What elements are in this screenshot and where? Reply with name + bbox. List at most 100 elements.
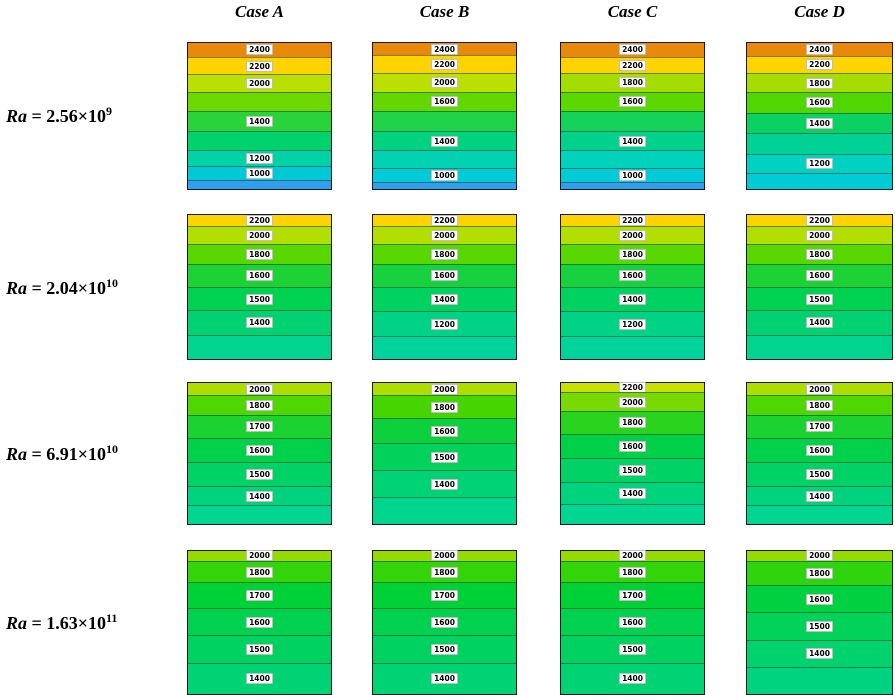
- contour-band: 2400: [561, 43, 704, 57]
- contour-label: 1800: [246, 400, 273, 412]
- contour-label: 1600: [806, 444, 833, 456]
- contour-panel-row1-case-b: 2400 2200 2000 1600 1400 1000: [372, 42, 517, 190]
- contour-band: [747, 133, 892, 154]
- contour-band: 1600: [188, 437, 331, 462]
- contour-band: 2000: [561, 550, 704, 562]
- contour-label: 1200: [806, 158, 833, 170]
- column-header-case-a: Case A: [235, 2, 284, 21]
- contour-label: 1700: [246, 590, 273, 602]
- contour-band: 1500: [561, 635, 704, 663]
- contour-band: 1800: [373, 560, 516, 583]
- contour-band: [561, 150, 704, 168]
- contour-band: 1400: [747, 485, 892, 506]
- contour-band: 1400: [188, 310, 331, 335]
- contour-band: 1500: [188, 635, 331, 663]
- contour-panel-row1-case-d: 2400 2200 1800 1600 1400 1200: [746, 42, 893, 190]
- ra-value: = 2.56×10: [27, 106, 107, 126]
- contour-label: 1600: [806, 593, 833, 605]
- contour-label: 1400: [431, 478, 458, 490]
- contour-label: 1700: [806, 421, 833, 433]
- contour-label: 2200: [246, 215, 273, 227]
- contour-label: 1600: [806, 97, 833, 109]
- contour-band: [373, 335, 516, 359]
- contour-label: 2200: [246, 60, 273, 72]
- contour-label: 1400: [806, 648, 833, 660]
- contour-band: 2000: [188, 383, 331, 396]
- contour-band: 2200: [188, 215, 331, 227]
- contour-band: 2200: [373, 55, 516, 73]
- contour-band: 1400: [561, 287, 704, 312]
- contour-band: 1200: [373, 311, 516, 336]
- contour-label: 1400: [431, 294, 458, 306]
- contour-band: [373, 182, 516, 189]
- contour-label: 1400: [806, 490, 833, 502]
- contour-band: 1500: [747, 287, 892, 311]
- contour-band: 1400: [373, 287, 516, 312]
- contour-label: 1000: [431, 170, 458, 182]
- contour-label: 1400: [246, 116, 273, 128]
- contour-band: 1600: [561, 263, 704, 287]
- contour-label: 2000: [246, 383, 273, 395]
- contour-label: 1200: [431, 318, 458, 330]
- contour-label: 2000: [431, 77, 458, 89]
- contour-band: 1800: [561, 411, 704, 434]
- contour-band: 1700: [188, 415, 331, 438]
- contour-label: 1500: [806, 468, 833, 480]
- contour-label: 2200: [806, 215, 833, 227]
- contour-band: 2200: [747, 55, 892, 74]
- contour-label: 1400: [619, 487, 646, 499]
- ra-exponent: 10: [106, 442, 119, 456]
- contour-band: [373, 150, 516, 168]
- contour-panel-row3-case-c: 2200 2000 1800 1600 1500 1400: [560, 382, 705, 525]
- contour-panel-row4-case-c: 2000 1800 1700 1600 1500 1400: [560, 550, 705, 695]
- column-header-case-c: Case C: [607, 2, 658, 21]
- contour-label: 2400: [806, 43, 833, 55]
- contour-band: [188, 91, 331, 111]
- contour-label: 2000: [431, 229, 458, 241]
- contour-label: 1600: [431, 616, 458, 628]
- contour-label: 2000: [619, 396, 646, 408]
- contour-band: 2200: [561, 215, 704, 227]
- contour-label: 1500: [619, 644, 646, 656]
- contour-band: 1500: [373, 443, 516, 471]
- contour-band: [561, 504, 704, 524]
- contour-band: [188, 334, 331, 359]
- contour-label: 1700: [431, 590, 458, 602]
- contour-panel-row3-case-a: 2000 1800 1700 1600 1500 1400: [187, 382, 332, 525]
- contour-band: [561, 110, 704, 132]
- contour-label: 1800: [431, 248, 458, 260]
- column-header-case-b: Case B: [419, 2, 470, 21]
- row-label-ra-1: Ra = 2.56×109: [6, 104, 182, 127]
- contour-band: 1600: [373, 608, 516, 636]
- contour-band: 2000: [373, 226, 516, 244]
- contour-label: 1400: [619, 135, 646, 147]
- contour-band: 1800: [188, 560, 331, 583]
- contour-label: 1700: [246, 421, 273, 433]
- contour-label: 1800: [806, 77, 833, 89]
- contour-label: 1800: [806, 248, 833, 260]
- contour-band: 1600: [747, 263, 892, 287]
- ra-symbol: Ra: [6, 613, 28, 633]
- contour-band: 2200: [747, 215, 892, 227]
- contour-label: 2000: [619, 229, 646, 241]
- contour-band: 1800: [373, 395, 516, 418]
- contour-label: 1800: [431, 401, 458, 413]
- contour-panel-row2-case-d: 2200 2000 1800 1600 1500 1400: [746, 214, 893, 360]
- contour-band: [373, 497, 516, 525]
- contour-band: 1500: [747, 461, 892, 486]
- contour-label: 1800: [619, 77, 646, 89]
- contour-label: 2000: [246, 78, 273, 90]
- contour-band: [747, 666, 892, 694]
- contour-band: 2200: [561, 382, 704, 394]
- contour-band: [373, 110, 516, 132]
- contour-label: 1800: [246, 248, 273, 260]
- contour-panel-row1-case-a: 2400 2200 2000 1400 1200 1000: [187, 42, 332, 190]
- contour-band: 1400: [188, 485, 331, 506]
- contour-band: 1800: [747, 395, 892, 416]
- contour-label: 1000: [619, 170, 646, 182]
- contour-band: 1000: [373, 167, 516, 183]
- contour-label: 1600: [246, 616, 273, 628]
- contour-label: 1600: [619, 96, 646, 108]
- contour-label: 1400: [619, 294, 646, 306]
